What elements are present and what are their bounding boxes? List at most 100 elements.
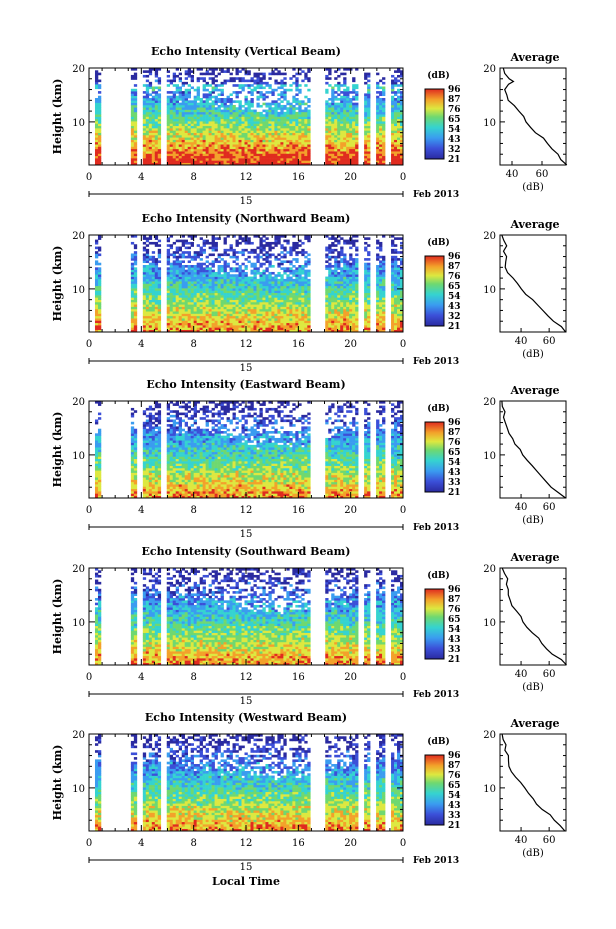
heatmap-cell [283,285,287,289]
heatmap-cell [94,327,99,330]
heatmap-cell [142,134,147,138]
heatmap-cell [241,274,245,277]
heatmap-cell [349,146,353,150]
heatmap-cell [199,111,203,115]
heatmap-cell [97,237,102,240]
heatmap-cell [259,141,263,145]
heatmap-cell [148,258,153,261]
heatmap-cell [211,160,215,163]
heatmap-cell [94,325,99,328]
heatmap-cell [292,155,296,159]
heatmap-cell [364,144,368,147]
heatmap-cell [289,283,293,287]
heatmap-cell [154,311,159,314]
heatmap-cell [376,125,380,129]
heatmap-cell [193,95,197,99]
heatmap-cell [298,91,302,94]
heatmap-cell [244,299,248,303]
heatmap-cell [97,121,102,124]
heatmap-cell [259,84,263,87]
heatmap-cell [325,248,329,252]
heatmap-cell [190,265,194,268]
heatmap-cell [352,134,356,138]
heatmap-cell [184,276,188,280]
heatmap-cell [94,74,99,78]
heatmap-cell [271,329,275,333]
heatmap-cell [154,114,159,117]
heatmap-cell [289,285,293,289]
heatmap-cell [148,109,153,113]
heatmap-cell [250,118,254,122]
heatmap-cell [340,95,344,99]
heatmap-cell [244,315,248,319]
heatmap-cell [157,130,162,133]
heatmap-cell [304,155,308,159]
heatmap-cell [205,255,209,259]
heatmap-cell [253,271,257,275]
heatmap-cell [142,148,147,152]
colorbar-tick-label: 87 [448,95,461,105]
heatmap-cell [184,128,188,131]
heatmap-cell [343,72,347,76]
heatmap-cell [235,130,239,133]
heatmap-cell [268,299,272,303]
heatmap-cell [394,118,398,122]
heatmap-cell [337,86,341,90]
heatmap-cell [205,70,209,73]
heatmap-cell [130,160,135,163]
heatmap-cell [331,121,335,124]
heatmap-cell [352,151,356,154]
heatmap-cell [256,318,260,321]
heatmap-cell [250,285,254,289]
heatmap-cell [94,155,99,159]
heatmap-cell [337,118,341,122]
heatmap-cell [148,262,153,266]
heatmap-cell [292,139,296,143]
heatmap-cell [205,153,209,157]
heatmap-cell [274,244,278,247]
heatmap-cell [298,325,302,328]
heatmap-cell [250,93,254,97]
heatmap-cell [97,306,102,310]
heatmap-cell [334,114,338,117]
heatmap-cell [304,285,308,289]
heatmap-cell [229,283,233,287]
heatmap-cell [208,151,212,154]
heatmap-cell [256,308,260,312]
heatmap-cell [175,91,180,94]
heatmap-cell [301,118,305,122]
heatmap-cell [202,111,206,115]
heatmap-cell [187,91,191,94]
heatmap-cell [187,128,191,131]
heatmap-cell [265,260,269,264]
heatmap-cell [148,322,153,326]
heatmap-cell [391,121,395,124]
heatmap-cell [187,132,191,136]
heatmap-cell [154,288,159,291]
heatmap-cell [235,299,239,303]
heatmap-cell [295,329,299,333]
heatmap-cell [193,144,197,147]
heatmap-cell [286,327,290,330]
heatmap-cell [247,102,251,106]
heatmap-cell [157,327,162,330]
heatmap-cell [145,151,150,154]
heatmap-cell [355,151,359,154]
heatmap-cell [154,297,159,300]
heatmap-cell [223,320,227,324]
heatmap-cell [232,125,236,129]
heatmap-cell [259,104,263,108]
heatmap-cell [226,125,230,129]
heatmap-cell [214,246,218,250]
heatmap-cell [142,139,147,143]
heatmap-cell [244,132,248,136]
heatmap-cell [154,139,159,143]
heatmap-cell [223,278,227,282]
heatmap-cell [289,162,293,166]
heatmap-cell [355,84,359,87]
heatmap-cell [280,290,284,294]
heatmap-cell [256,235,260,238]
heatmap-cell [97,146,102,150]
heatmap-cell [154,322,159,326]
heatmap-cell [250,327,254,330]
